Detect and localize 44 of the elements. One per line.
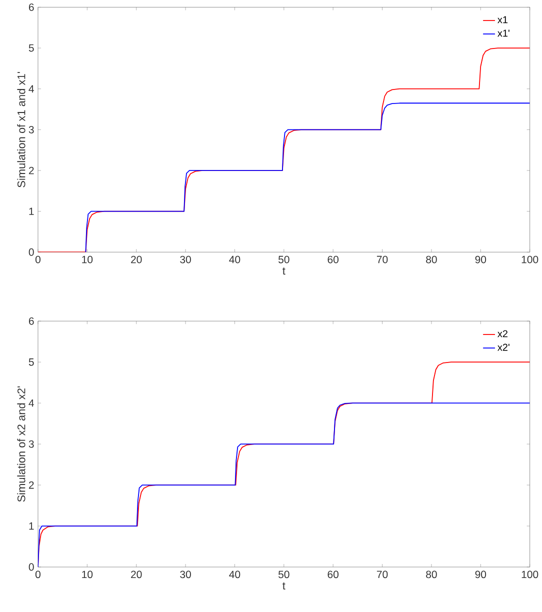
x-tick-label: 60 [328,570,338,578]
y-tick-label: 3 [28,440,34,448]
x-tick-label: 60 [328,256,338,264]
legend-label: x2 [497,330,508,338]
x-tick-label: 80 [426,570,437,578]
x-tick-label: 30 [180,256,191,264]
x-tick-label: 30 [180,570,191,578]
y-axis-title: Simulation of x1 and x1' [17,72,26,188]
x-tick-label: 50 [278,256,290,264]
y-tick-label: 1 [29,208,34,215]
y-tick-label: 3 [28,126,34,134]
y-tick-label: 1 [29,522,34,530]
y-tick-label: 4 [28,85,34,92]
y-tick-label: 2 [28,481,34,489]
x-tick-label: 90 [475,256,486,264]
x-tick-label: 40 [229,570,240,578]
x-tick-label: 70 [376,570,388,578]
y-tick-label: 5 [28,44,34,52]
x-tick-label: 100 [522,570,538,578]
x-tick-label: 10 [82,256,93,264]
legend-label: x1 [497,16,508,24]
y-axis-title: Simulation of x2 and x2' [17,386,26,502]
x-axis-title: t [282,267,286,275]
x-tick-label: 20 [131,570,142,578]
x-tick-label: 100 [522,256,538,264]
x-tick-label: 70 [376,256,388,264]
x-tick-label: 10 [82,570,93,578]
x-tick-label: 40 [229,256,240,264]
x-axis-title: t [282,582,286,590]
y-tick-label: 5 [28,358,34,366]
y-tick-label: 4 [28,399,34,407]
y-tick-label: 2 [28,166,34,174]
x-tick-label: 0 [35,570,40,578]
legend-label: x2' [497,344,510,351]
x-tick-label: 50 [278,570,290,578]
x-tick-label: 80 [426,256,437,264]
y-tick-label: 0 [28,563,34,571]
x-tick-label: 20 [131,256,142,264]
x-tick-label: 90 [475,570,486,578]
x-tick-label: 0 [35,256,40,264]
y-tick-label: 6 [28,317,34,325]
y-tick-label: 6 [28,4,34,11]
legend-label: x1' [497,30,510,37]
y-tick-label: 0 [28,248,34,256]
